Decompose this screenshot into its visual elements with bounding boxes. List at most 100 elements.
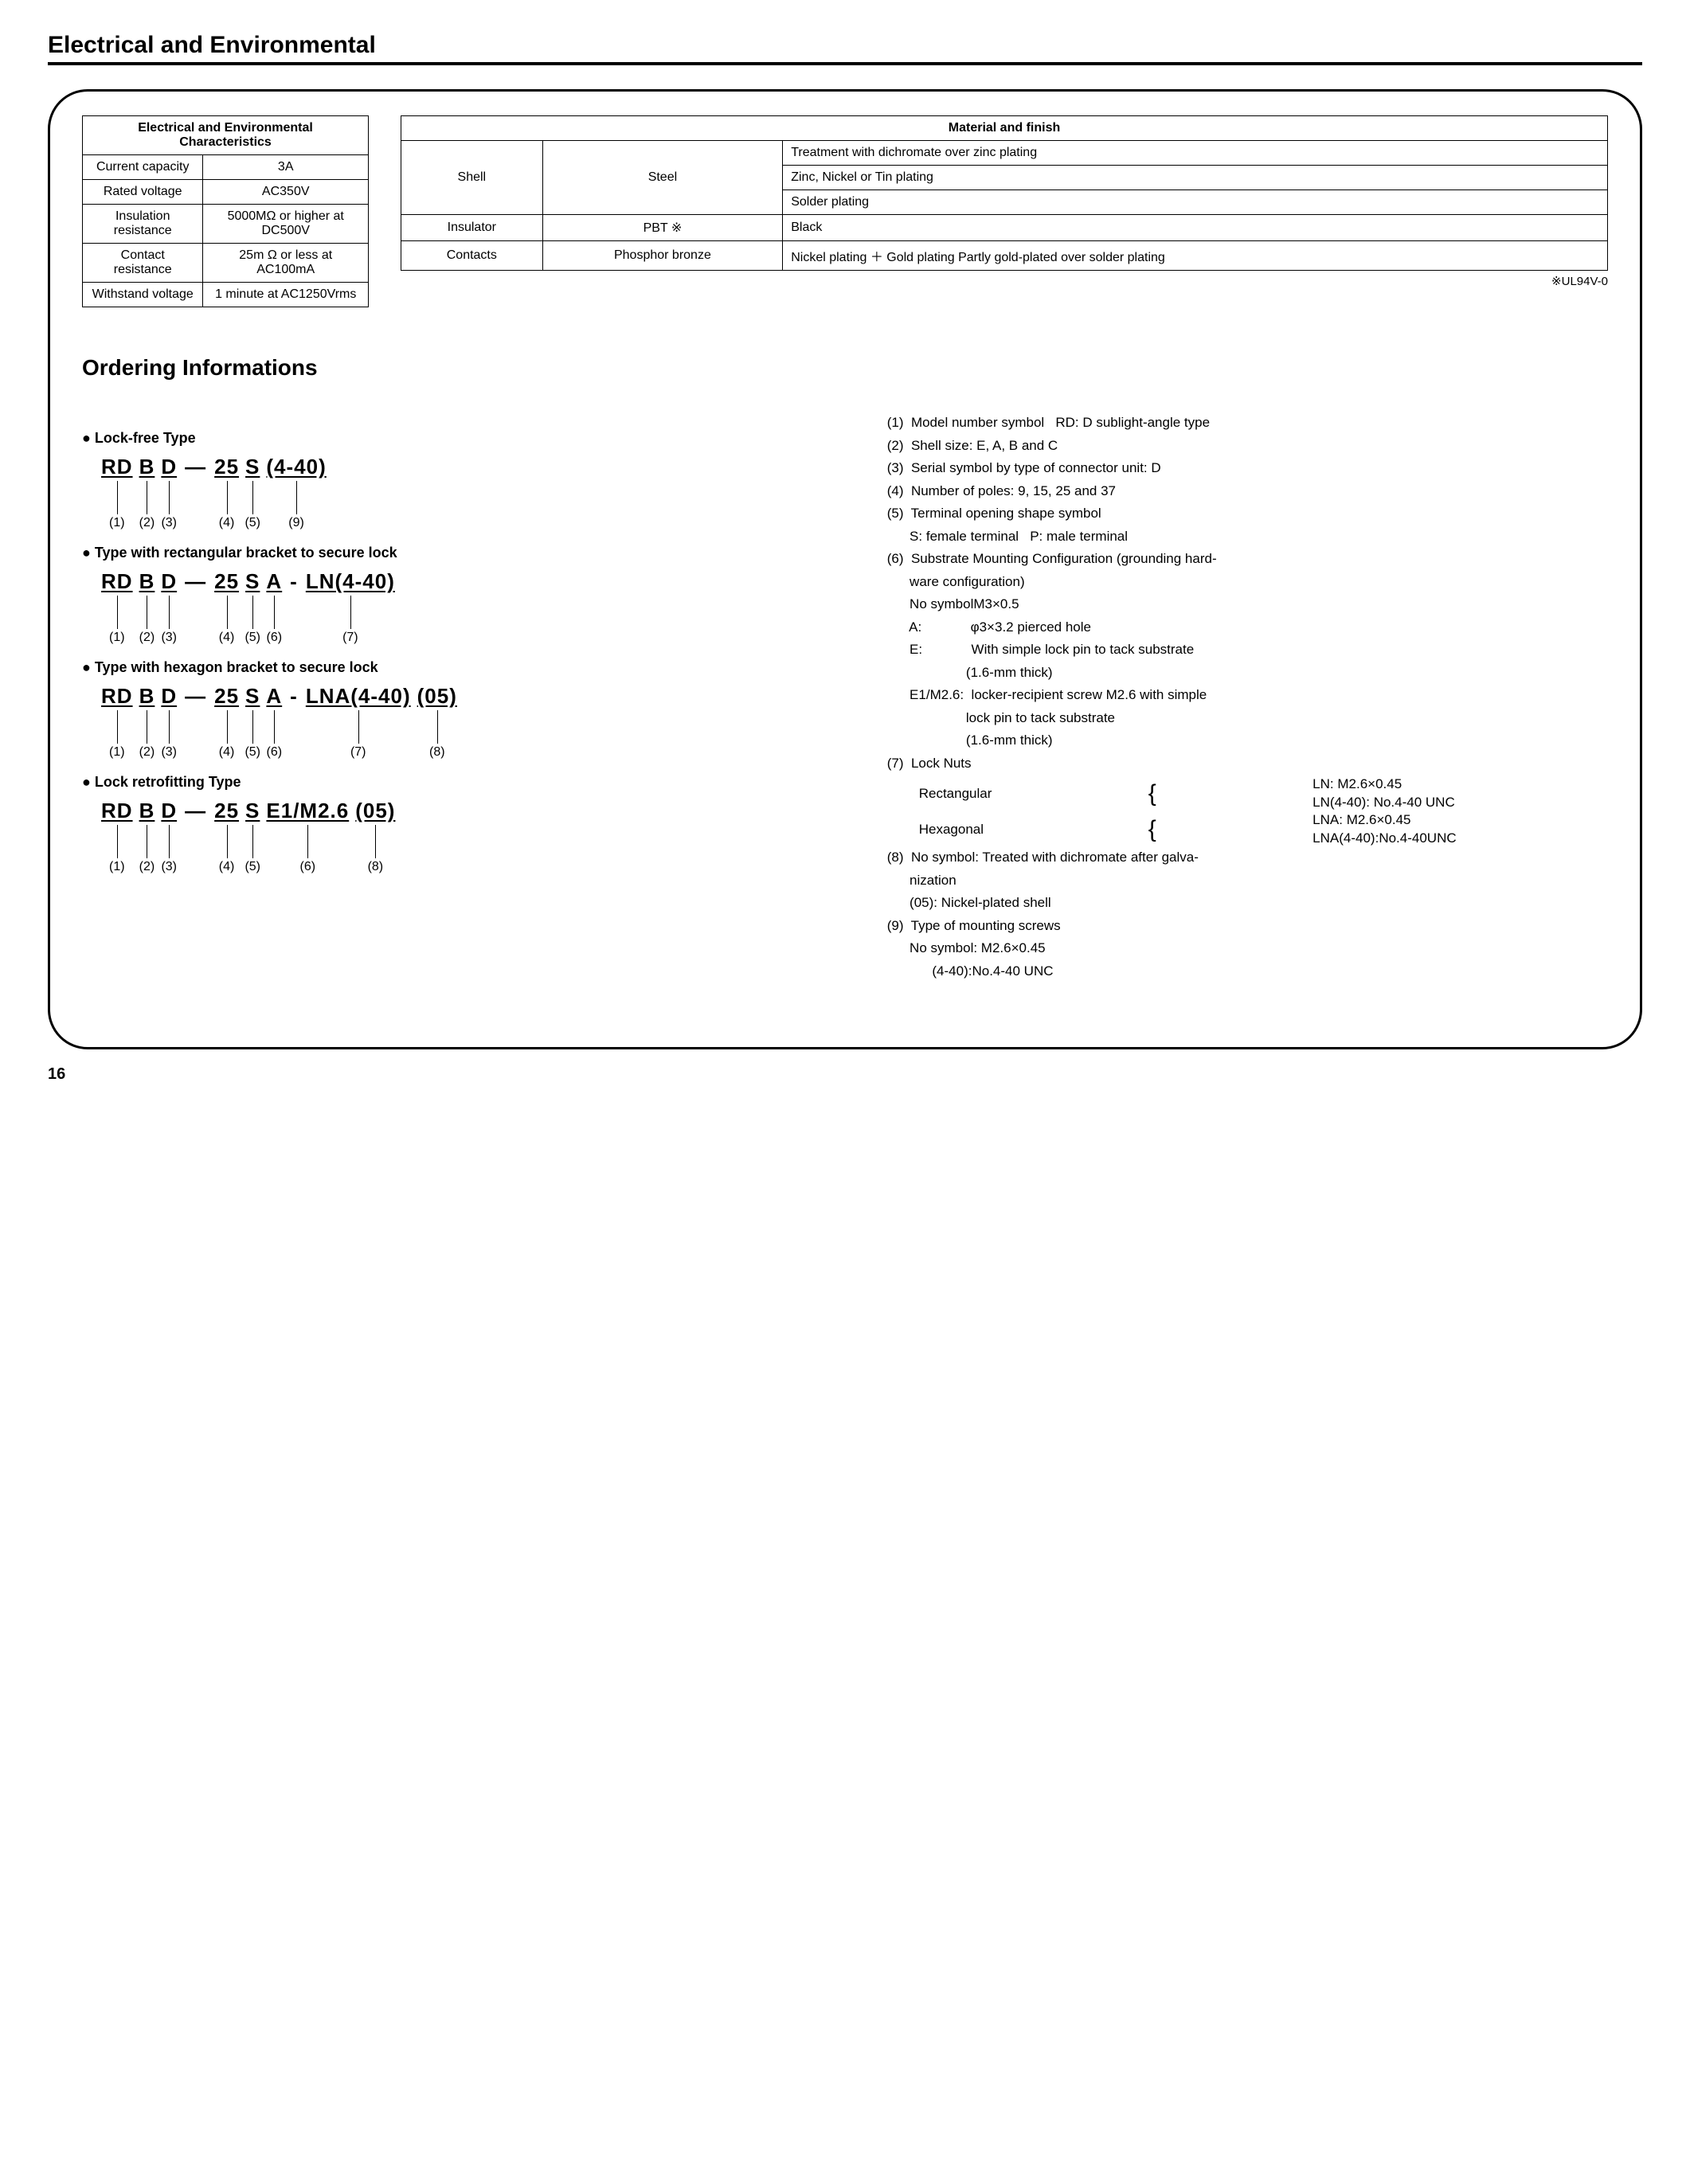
part-segment: - <box>290 684 298 708</box>
material-table-header: Material and finish <box>401 116 1608 141</box>
material-c3: Black <box>783 215 1608 241</box>
segment-index: (8) <box>368 860 384 874</box>
page-title: Electrical and Environmental <box>48 32 1642 59</box>
explanation-line: E: With simple lock pin to tack substrat… <box>887 639 1608 660</box>
part-number-diagram: RDBD—25S(4-40)(1)(2)(3)(4)(5)(9) <box>98 455 863 521</box>
electrical-characteristics-table: Electrical and Environmental Characteris… <box>82 115 369 307</box>
ordering-types-column: Lock-free TypeRDBD—25S(4-40)(1)(2)(3)(4)… <box>82 412 863 889</box>
part-segment: E1/M2.6 <box>266 799 349 823</box>
explanation-line: A: φ3×3.2 pierced hole <box>887 617 1608 638</box>
part-segment: — <box>185 799 206 822</box>
segment-index: (6) <box>267 631 283 645</box>
part-number-diagram: RDBD—25SA-LNA(4-40)(05)(1)(2)(3)(4)(5)(6… <box>98 684 863 750</box>
segment-index: (4) <box>219 745 235 760</box>
part-number-diagram: RDBD—25SE1/M2.6(05)(1)(2)(3)(4)(5)(6)(8) <box>98 799 863 865</box>
explanation-line: S: female terminal P: male terminal <box>887 526 1608 547</box>
rectangular-label: Rectangular <box>919 783 1144 804</box>
top-tables-section: Electrical and Environmental Characteris… <box>82 115 1608 307</box>
brace-icon: { <box>1148 811 1308 847</box>
part-segment: RD <box>101 799 133 823</box>
part-segment: A <box>266 684 282 709</box>
part-segment: B <box>139 455 155 479</box>
explanation-line: (4-40):No.4-40 UNC <box>887 961 1608 982</box>
part-segment: RD <box>101 684 133 709</box>
material-footnote: ※UL94V-0 <box>401 274 1608 288</box>
part-segment: D <box>161 455 177 479</box>
segment-index: (1) <box>109 516 125 530</box>
material-c3: Solder plating <box>783 190 1608 215</box>
part-segment: LN(4-40) <box>306 569 395 594</box>
part-segment: B <box>139 684 155 709</box>
ordering-section: Lock-free TypeRDBD—25S(4-40)(1)(2)(3)(4)… <box>82 412 1608 983</box>
segment-index: (3) <box>161 745 177 760</box>
segment-index: (6) <box>300 860 316 874</box>
part-segment: — <box>185 684 206 708</box>
part-segment: RD <box>101 455 133 479</box>
elec-row-label: Insulation resistance <box>83 205 203 244</box>
explanation-line: (6) Substrate Mounting Configuration (gr… <box>887 549 1608 569</box>
elec-row-label: Withstand voltage <box>83 283 203 307</box>
part-segment: (05) <box>355 799 395 823</box>
content-frame: Electrical and Environmental Characteris… <box>48 89 1642 1049</box>
material-c2: PBT ※ <box>542 215 783 241</box>
explanation-line: (4) Number of poles: 9, 15, 25 and 37 <box>887 481 1608 502</box>
elec-row-label: Contact resistance <box>83 244 203 283</box>
segment-index: (3) <box>161 860 177 874</box>
segment-index: (2) <box>139 745 155 760</box>
part-segment: — <box>185 455 206 479</box>
elec-row-value: 25m Ω or less at AC100mA <box>203 244 369 283</box>
material-c1: Contacts <box>401 241 543 271</box>
part-segment: RD <box>101 569 133 594</box>
segment-index: (4) <box>219 631 235 645</box>
segment-index: (7) <box>350 745 366 760</box>
segment-index: (9) <box>288 516 304 530</box>
segment-index: (8) <box>429 745 445 760</box>
segment-index: (3) <box>161 516 177 530</box>
elec-row-value: 1 minute at AC1250Vrms <box>203 283 369 307</box>
part-segment: B <box>139 569 155 594</box>
explanation-line: (9) Type of mounting screws <box>887 916 1608 936</box>
segment-index: (2) <box>139 516 155 530</box>
segment-index: (5) <box>245 745 260 760</box>
part-segment: D <box>161 799 177 823</box>
material-c3: Nickel plating ＋ Gold plating Partly gol… <box>783 241 1608 271</box>
segment-index: (4) <box>219 516 235 530</box>
explanation-line: (1) Model number symbol RD: D sublight-a… <box>887 412 1608 433</box>
segment-index: (3) <box>161 631 177 645</box>
part-segment: S <box>245 799 260 823</box>
material-c2: Phosphor bronze <box>542 241 783 271</box>
lock-nuts-block: Rectangular { LN: M2.6×0.45LN(4-40): No.… <box>887 776 1608 847</box>
segment-index: (5) <box>245 860 260 874</box>
part-segment: 25 <box>214 569 239 594</box>
explanation-line: lock pin to tack substrate <box>887 708 1608 729</box>
explanation-line: (8) No symbol: Treated with dichromate a… <box>887 847 1608 868</box>
part-segment: B <box>139 799 155 823</box>
material-finish-table: Material and finish ShellSteelTreatment … <box>401 115 1608 271</box>
explanation-line: (7) Lock Nuts <box>887 753 1608 774</box>
explanation-line: (1.6-mm thick) <box>887 730 1608 751</box>
segment-index: (2) <box>139 631 155 645</box>
elec-row-value: 3A <box>203 155 369 180</box>
title-underline <box>48 62 1642 65</box>
explanation-line: (1.6-mm thick) <box>887 662 1608 683</box>
material-c1: Insulator <box>401 215 543 241</box>
part-segment: 25 <box>214 455 239 479</box>
part-number-diagram: RDBD—25SA-LN(4-40)(1)(2)(3)(4)(5)(6)(7) <box>98 569 863 635</box>
segment-index: (2) <box>139 860 155 874</box>
segment-index: (7) <box>342 631 358 645</box>
material-c1: Shell <box>401 141 543 215</box>
material-table-wrapper: Material and finish ShellSteelTreatment … <box>401 115 1608 288</box>
part-segment: D <box>161 569 177 594</box>
segment-index: (5) <box>245 631 260 645</box>
part-segment: (4-40) <box>266 455 326 479</box>
explanation-line: (3) Serial symbol by type of connector u… <box>887 458 1608 479</box>
segment-index: (5) <box>245 516 260 530</box>
part-segment: LNA(4-40) <box>306 684 411 709</box>
segment-index: (4) <box>219 860 235 874</box>
part-segment: (05) <box>417 684 457 709</box>
material-c3: Treatment with dichromate over zinc plat… <box>783 141 1608 166</box>
elec-row-value: 5000MΩ or higher at DC500V <box>203 205 369 244</box>
explanation-line: ware configuration) <box>887 572 1608 592</box>
explanation-line: (2) Shell size: E, A, B and C <box>887 436 1608 456</box>
segment-index: (1) <box>109 745 125 760</box>
